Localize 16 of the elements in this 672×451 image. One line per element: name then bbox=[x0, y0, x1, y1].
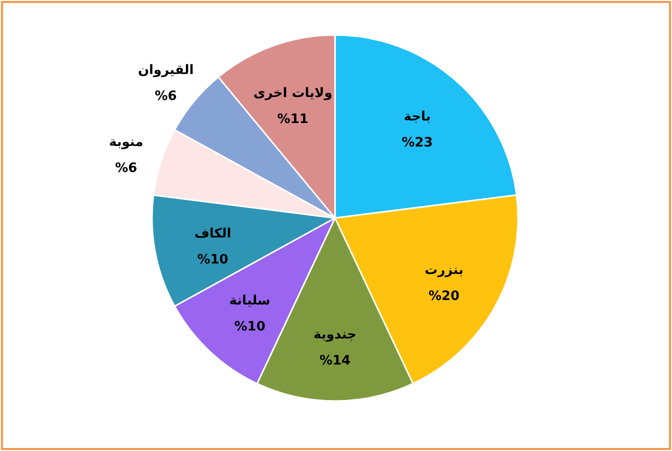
slice-label: سليانة bbox=[229, 294, 270, 309]
slice-label: جندوبة bbox=[313, 327, 357, 342]
slice-label: الكاف bbox=[194, 226, 232, 242]
slice-label: منوبة bbox=[109, 135, 144, 150]
data-label: %10 bbox=[234, 320, 266, 335]
data-label: %23 bbox=[402, 136, 433, 151]
slice-label: بنزرت bbox=[424, 262, 464, 278]
data-label: %11 bbox=[277, 112, 308, 127]
slice-label: ولايات اخرى bbox=[253, 86, 332, 101]
slice-label: باجة bbox=[404, 110, 431, 125]
data-label: %14 bbox=[319, 353, 351, 368]
data-label: %6 bbox=[154, 89, 177, 104]
data-label: %10 bbox=[197, 252, 228, 268]
data-label: %20 bbox=[428, 288, 460, 304]
data-label: %6 bbox=[115, 161, 138, 176]
slice-label: القيروان bbox=[138, 63, 194, 78]
